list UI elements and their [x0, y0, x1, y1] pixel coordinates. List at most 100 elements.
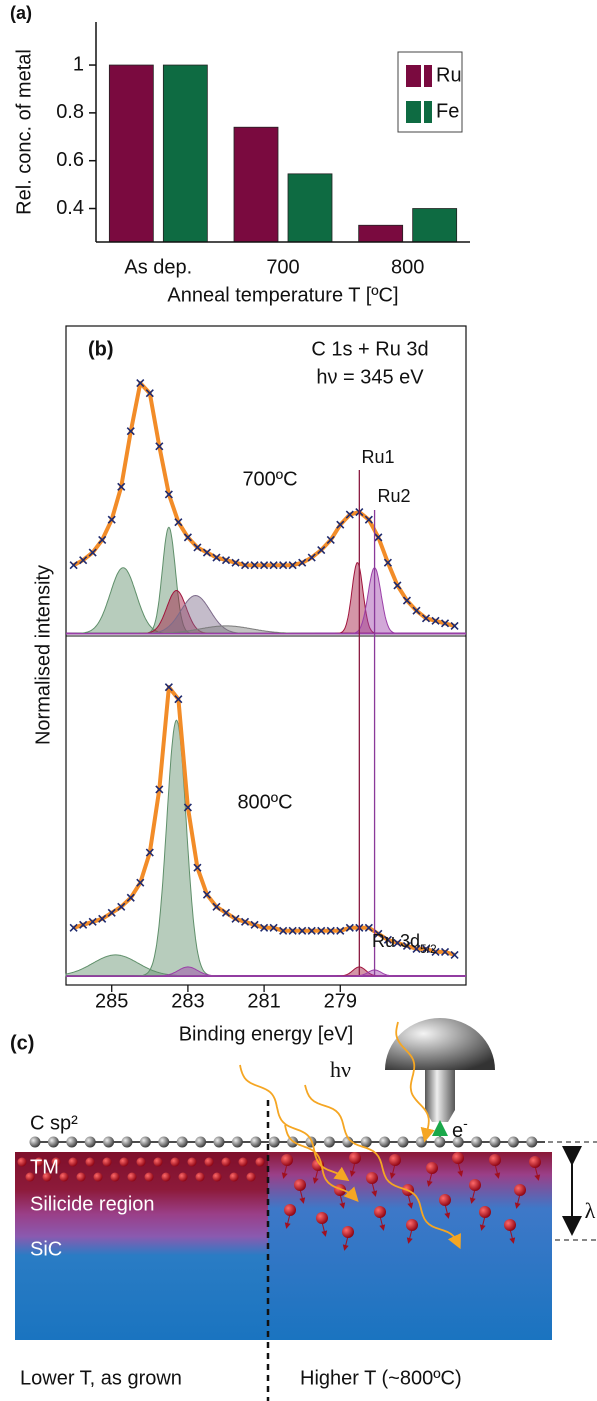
data-point — [431, 616, 440, 625]
carbon-atom — [84, 1136, 96, 1148]
panel-label: (c) — [10, 1032, 34, 1054]
depth-label: λ — [585, 1198, 596, 1223]
data-point — [288, 561, 297, 570]
data-point — [117, 902, 126, 911]
peak-label: Ru 3d5/2 — [372, 931, 437, 956]
peak-label-sub: 5/2 — [420, 942, 437, 956]
data-point — [326, 535, 335, 544]
metal-atom — [349, 1152, 361, 1164]
data-point — [412, 606, 421, 615]
data-point — [212, 553, 221, 562]
data-point — [364, 923, 373, 932]
diffusion-arrow — [371, 1181, 378, 1197]
y-axis-label: Rel. conc. of metal — [13, 49, 35, 215]
diffusion-arrow — [457, 1161, 464, 1177]
electron-symbol: e — [452, 1120, 463, 1142]
data-point — [374, 533, 383, 542]
carbon-atom — [213, 1136, 225, 1148]
data-point — [231, 914, 240, 923]
y-tick-label: 1 — [73, 53, 84, 75]
data-point — [279, 561, 288, 570]
data-point — [183, 533, 192, 542]
data-point — [345, 923, 354, 932]
data-point — [421, 614, 431, 623]
data-point — [345, 510, 354, 519]
data-point — [174, 518, 183, 527]
legend-swatch — [406, 65, 421, 87]
metal-atom — [170, 1157, 180, 1167]
diffusion-arrow — [284, 1213, 291, 1229]
metal-atom — [479, 1206, 491, 1218]
frame — [65, 325, 467, 986]
data-point — [412, 944, 421, 953]
diffusion-arrow — [312, 1168, 319, 1184]
peak-label-main: Ru 3d — [372, 931, 420, 951]
annotation: C 1s + Ru 3d — [311, 338, 428, 360]
metal-atom — [406, 1219, 418, 1231]
detector-stem — [425, 1070, 455, 1110]
metal-atom — [42, 1172, 52, 1182]
carbon-atom — [489, 1136, 501, 1148]
x-tick-label: 285 — [95, 990, 128, 1012]
carbon-atom — [250, 1136, 262, 1148]
data-point — [98, 535, 107, 544]
data-point — [421, 944, 431, 953]
metal-atom — [119, 1157, 129, 1167]
carbon-atom — [29, 1136, 41, 1148]
x-tick-label: 281 — [247, 990, 280, 1012]
layer-label: SiC — [30, 1238, 62, 1260]
data-point — [240, 561, 250, 570]
carbon-atom — [195, 1136, 207, 1148]
diffusion-arrow — [444, 1203, 451, 1219]
fit-envelope — [72, 685, 456, 957]
data-point — [69, 923, 78, 932]
diffusion-arrow — [407, 1193, 414, 1209]
data-point — [107, 515, 116, 524]
x-axis-label: Binding energy [eV] — [179, 1023, 354, 1045]
data-point — [145, 389, 154, 398]
diffusion-arrow — [321, 1221, 328, 1237]
legend-label: Ru — [436, 64, 462, 86]
diffusion-arrow — [299, 1188, 306, 1204]
diffusion-arrow — [479, 1215, 486, 1231]
diffusion-arrow — [379, 1215, 386, 1231]
diffusion-arrow — [509, 1228, 516, 1244]
carbon-atom — [507, 1136, 519, 1148]
metal-atom — [212, 1172, 222, 1182]
metal-atom — [76, 1172, 86, 1182]
data-point — [155, 442, 164, 451]
carbon-atom — [434, 1136, 446, 1148]
carbon-atom — [360, 1136, 372, 1148]
carbon-atom — [379, 1136, 391, 1148]
data-point — [250, 920, 259, 929]
metal-atom — [366, 1172, 378, 1184]
fit-component — [66, 969, 466, 977]
data-point — [183, 803, 192, 812]
data-point — [326, 926, 335, 935]
carbon-atom — [268, 1136, 280, 1148]
carbon-atom — [526, 1136, 538, 1148]
photon-label: hν — [330, 1057, 351, 1082]
layer-label: Silicide region — [30, 1193, 155, 1215]
data-point — [279, 926, 288, 935]
metal-atom — [144, 1172, 154, 1182]
y-tick-label: 0.4 — [56, 197, 84, 219]
data-point — [450, 621, 459, 630]
diffusion-arrow — [349, 1161, 356, 1177]
metal-atom — [452, 1152, 464, 1164]
data-point — [212, 902, 221, 911]
condition-label: Higher T (~800ºC) — [300, 1367, 462, 1389]
data-point — [193, 863, 202, 872]
data-point — [393, 938, 402, 947]
data-point — [250, 561, 259, 570]
metal-atom — [85, 1157, 95, 1167]
data-point — [240, 917, 250, 926]
carbon-atom — [158, 1136, 170, 1148]
metal-atom — [469, 1179, 481, 1191]
bar — [233, 126, 279, 243]
carbon-atom — [397, 1136, 409, 1148]
metal-atom — [246, 1172, 256, 1182]
data-point — [307, 926, 316, 935]
panel-c: (c) C sp² hν e- TM Silicide region SiC λ Lower T… — [10, 1018, 597, 1401]
data-point — [202, 890, 212, 899]
